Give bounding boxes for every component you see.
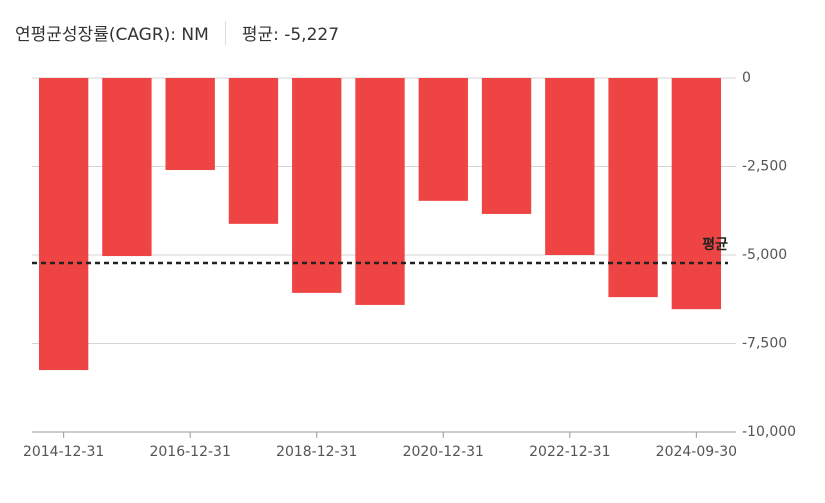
x-tick-label: 2018-12-31 <box>276 444 357 460</box>
bar <box>165 78 215 171</box>
separator <box>224 20 226 45</box>
y-tick-label: -7,500 <box>742 336 787 352</box>
x-tick-label: 2024-09-30 <box>656 444 737 460</box>
y-tick-label: 0 <box>742 70 751 86</box>
y-tick-label: -2,500 <box>742 159 787 175</box>
bar <box>608 78 658 298</box>
bar <box>481 78 532 214</box>
y-tick-label: -5,000 <box>742 247 787 263</box>
header: 연평균성장률(CAGR): NM 평균: -5,227 <box>15 20 339 45</box>
bar <box>102 78 152 257</box>
bar <box>38 78 89 371</box>
x-tick-label: 2022-12-31 <box>529 444 610 460</box>
bar <box>292 78 342 293</box>
average-text: 평균: -5,227 <box>241 25 340 45</box>
bar <box>228 78 279 224</box>
bar <box>355 78 405 305</box>
y-tick-label: -10,000 <box>742 424 796 440</box>
bar <box>545 78 595 255</box>
x-tick-label: 2020-12-31 <box>403 444 484 460</box>
average-label: 평균 <box>702 236 728 253</box>
cagr-text: 연평균성장률(CAGR): NM <box>15 25 209 45</box>
x-tick-label: 2014-12-31 <box>23 444 104 460</box>
bar <box>418 78 468 201</box>
x-tick-label: 2016-12-31 <box>149 444 230 460</box>
bar <box>671 78 722 310</box>
